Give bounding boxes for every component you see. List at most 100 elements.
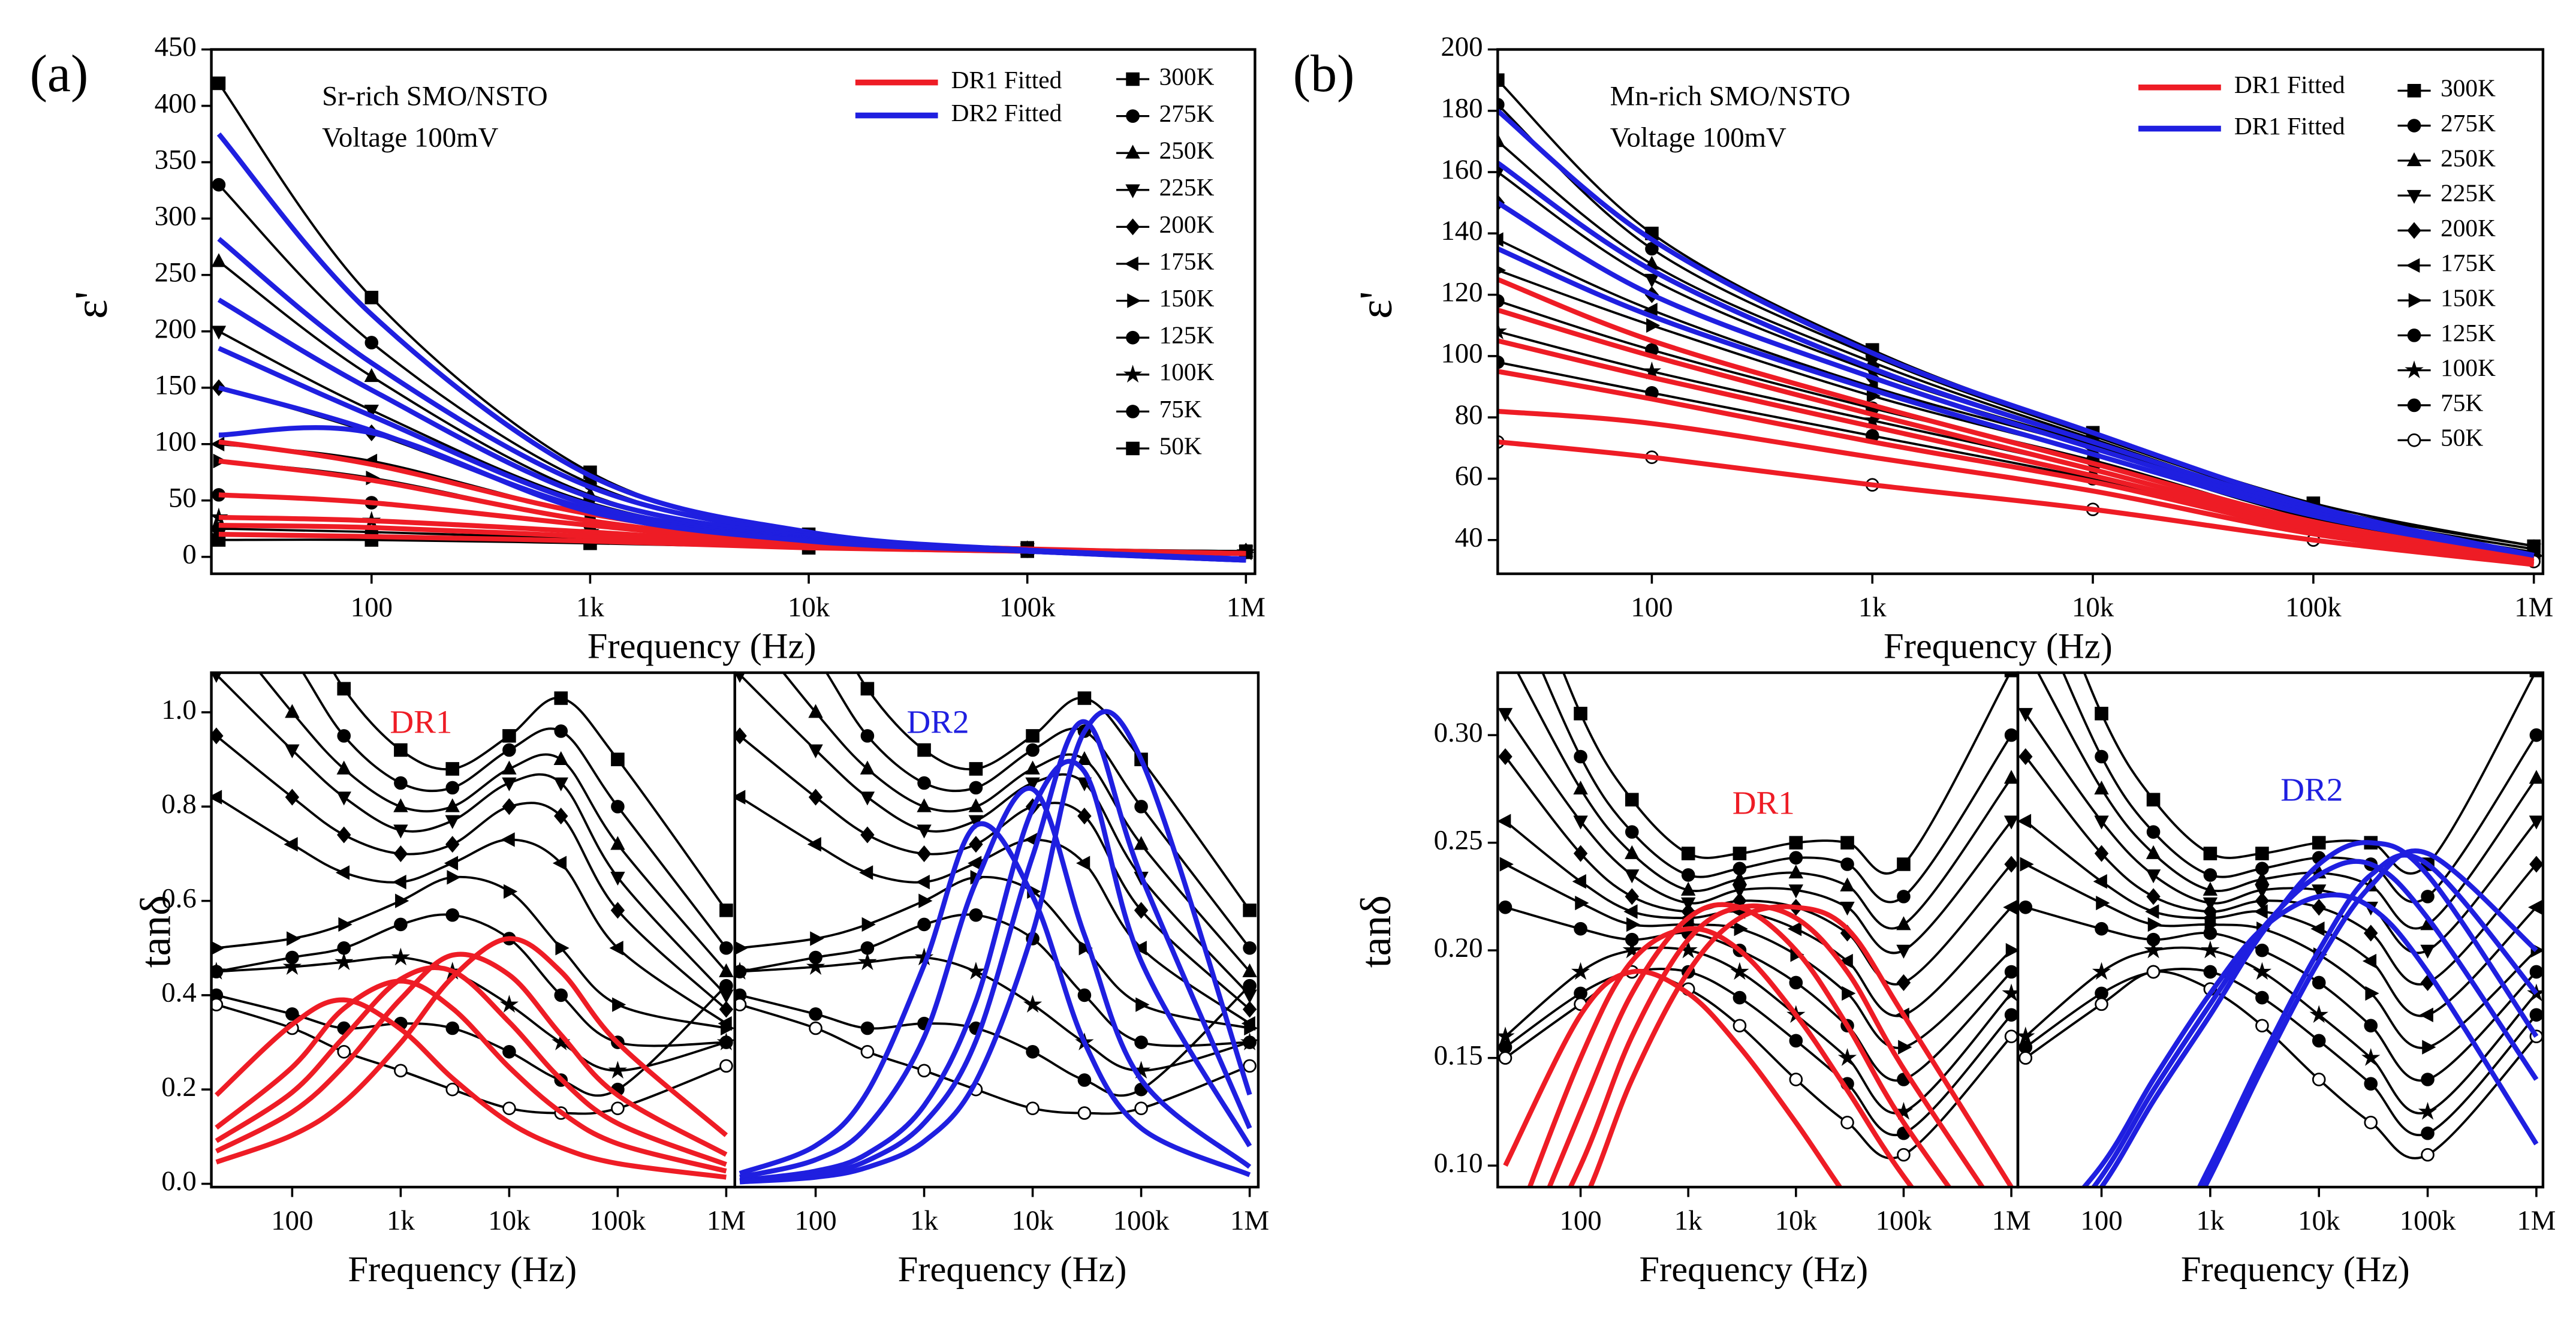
data-marker: [364, 368, 379, 383]
data-marker: [1575, 895, 1589, 911]
data-marker: [1626, 917, 1641, 932]
data-line: [216, 875, 727, 1029]
data-marker: [1625, 888, 1639, 905]
data-marker: [1842, 986, 1856, 1001]
data-marker: [1839, 953, 1853, 969]
data-line: [215, 673, 727, 996]
data-marker: [212, 177, 226, 192]
data-marker: [337, 826, 351, 844]
data-marker: [212, 379, 226, 396]
x-tick-label: 1M: [707, 1205, 746, 1236]
data-marker: [1498, 1051, 1513, 1065]
data-marker: [211, 790, 222, 805]
y-tick-label: 0.4: [161, 977, 197, 1008]
legend-label: 150K: [2441, 284, 2496, 312]
data-marker: [1243, 904, 1257, 917]
data-marker: [1077, 988, 1092, 1002]
data-marker: [337, 941, 351, 955]
data-marker: [2312, 899, 2326, 916]
legend-marker: [1126, 330, 1140, 345]
data-marker: [336, 791, 351, 806]
x-tick-label: 1k: [910, 1205, 938, 1236]
data-marker: [807, 837, 821, 852]
data-marker: [1498, 294, 1505, 308]
data-marker: [554, 988, 568, 1002]
data-marker: [1498, 748, 1513, 766]
data-marker: [553, 751, 568, 765]
data-marker: [1498, 901, 1513, 914]
data-marker: [719, 1001, 734, 1018]
data-marker: [609, 941, 623, 956]
data-marker: [501, 832, 515, 847]
data-marker: [1789, 1034, 1803, 1048]
data-marker: [211, 941, 225, 955]
data-marker: [1077, 1106, 1092, 1120]
data-marker: [2421, 1148, 2435, 1162]
x-tick-label: 100k: [590, 1205, 646, 1236]
data-marker: [2094, 781, 2109, 795]
legend-label: 300K: [1159, 62, 1215, 90]
x-tick-label: 1k: [1674, 1205, 1703, 1236]
data-marker: [2420, 944, 2435, 959]
data-marker: [504, 884, 518, 899]
data-marker: [445, 762, 460, 776]
data-marker: [1645, 242, 1659, 256]
data-marker: [2529, 1008, 2543, 1022]
data-marker: [1789, 851, 1803, 865]
data-marker: [2004, 856, 2018, 873]
data-marker: [1134, 836, 1149, 850]
data-marker: [2092, 962, 2111, 980]
plot-frame: [733, 671, 1260, 1189]
data-marker: [2020, 857, 2034, 872]
legend-label: 250K: [1159, 137, 1215, 164]
legend-label: 125K: [2441, 319, 2496, 347]
data-marker: [860, 1021, 875, 1035]
data-marker: [337, 682, 351, 696]
data-marker: [2361, 1048, 2381, 1066]
legend-marker: [1123, 365, 1143, 383]
x-tick-label: 10k: [2072, 592, 2114, 623]
y-tick-label: 250: [155, 257, 197, 288]
data-marker: [285, 788, 300, 806]
y-tick-label: 350: [155, 144, 197, 175]
data-marker: [721, 1020, 735, 1036]
panel-annotation: DR2: [2280, 771, 2343, 808]
y-tick-label: 0: [182, 539, 196, 570]
data-marker: [734, 471, 746, 483]
data-marker: [1573, 845, 1588, 862]
legend-label: 175K: [1159, 247, 1215, 275]
data-marker: [719, 941, 733, 955]
data-marker: [1498, 814, 1511, 829]
data-marker: [285, 704, 300, 718]
data-marker: [716, 1032, 735, 1050]
legend-label: 50K: [2441, 424, 2483, 451]
legend-marker: [2406, 152, 2422, 167]
y-tick-label: 100: [1441, 338, 1483, 369]
y-axis-label: tanδ: [1352, 895, 1400, 968]
data-marker: [335, 952, 354, 971]
data-marker: [1498, 166, 1505, 180]
data-marker: [1026, 1045, 1040, 1059]
data-marker: [1499, 579, 1511, 591]
x-axis-label: Frequency (Hz): [587, 626, 817, 666]
fit-line: [1587, 904, 2014, 1187]
x-tick-label: 1M: [2517, 1205, 2556, 1236]
data-marker: [502, 760, 517, 775]
data-marker: [2093, 874, 2107, 889]
data-marker: [391, 947, 411, 966]
data-marker: [969, 762, 983, 776]
data-marker: [1863, 410, 1882, 429]
data-marker: [1896, 944, 1911, 959]
data-marker: [1732, 884, 1748, 899]
data-marker: [858, 952, 877, 971]
data-marker: [860, 941, 875, 955]
data-marker: [966, 962, 986, 980]
data-marker: [610, 902, 625, 919]
data-marker: [1733, 862, 1747, 875]
fit-line: [2081, 892, 2539, 1187]
data-marker: [969, 836, 983, 853]
data-marker: [211, 326, 227, 340]
data-marker: [2312, 1034, 2326, 1048]
x-tick-label: 100: [2080, 1205, 2122, 1236]
